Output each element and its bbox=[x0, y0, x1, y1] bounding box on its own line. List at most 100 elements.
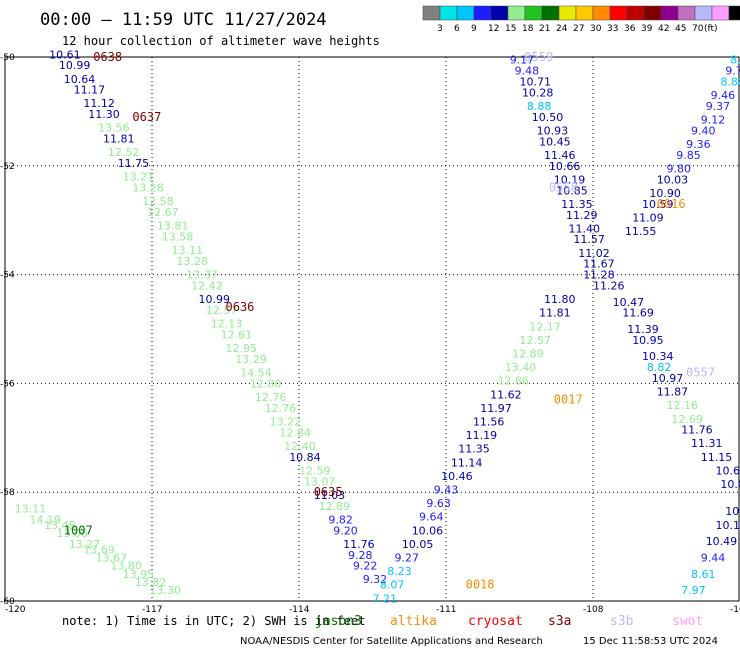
swh-point-label: 11.29 bbox=[566, 209, 598, 222]
swh-point-label: 8.88 bbox=[720, 75, 740, 88]
swh-point-label: 11.14 bbox=[451, 456, 483, 469]
swh-point-label: 13.80 bbox=[110, 560, 142, 573]
swh-point-label: 13.29 bbox=[235, 353, 266, 366]
swh-point-label: 10.95 bbox=[632, 334, 664, 347]
swh-point-label: 13.67 bbox=[96, 551, 128, 564]
swh-point-label: 13.69 bbox=[83, 543, 115, 556]
swh-point-label: 10.61 bbox=[49, 48, 81, 61]
y-tick-label: -58 bbox=[0, 488, 15, 498]
swh-point-label: 11.55 bbox=[625, 225, 657, 238]
colorbar-tick-label: 30 bbox=[590, 24, 602, 34]
swh-point-label: 11.57 bbox=[573, 233, 605, 246]
colorbar-swatch bbox=[575, 5, 594, 21]
colorbar-swatch bbox=[694, 5, 713, 21]
swh-point-label: 12.13 bbox=[211, 318, 243, 331]
swh-point-label: 10.47 bbox=[613, 296, 645, 309]
colorbar-swatch bbox=[592, 5, 611, 21]
swh-point-label: 13.28 bbox=[132, 182, 164, 195]
x-tick-label: -111 bbox=[436, 605, 456, 615]
satellite-legend-entry: s3b bbox=[610, 614, 634, 629]
swh-point-label: 13.11 bbox=[172, 244, 204, 257]
y-tick-label: -56 bbox=[0, 379, 15, 389]
swh-point-label: 9.12 bbox=[701, 114, 726, 127]
swh-point-label: 9.64 bbox=[419, 511, 444, 524]
colorbar-tick-label: 36 bbox=[624, 24, 636, 34]
generated-timestamp: 15 Dec 11:58:53 UTC 2024 bbox=[583, 636, 718, 647]
swh-point-label: 12.76 bbox=[265, 402, 297, 415]
satellite-legend: jason3 altika cryosat s3a s3b swot bbox=[315, 614, 703, 629]
swh-point-label: 11.80 bbox=[544, 293, 576, 306]
y-tick-label: -60 bbox=[0, 597, 15, 607]
swh-point-label: 10.00 bbox=[720, 478, 740, 491]
pass-time-label: 0016 bbox=[657, 197, 686, 211]
colorbar-tick-label: 33 bbox=[607, 24, 618, 34]
swh-point-label: 8.88 bbox=[730, 54, 740, 67]
swh-data-points: 10.6110.9910.6411.1711.1211.3013.5611.81… bbox=[15, 48, 740, 605]
swh-point-label: 12.67 bbox=[147, 206, 179, 219]
swh-point-label: 10.59 bbox=[642, 198, 674, 211]
swh-point-label: 11.19 bbox=[466, 429, 498, 442]
colorbar-tick-label: 45 bbox=[675, 24, 686, 34]
plot-area: -120 -117 -114 -111 -108 -105 -50 -52 -54 -56 -58 -… bbox=[0, 48, 740, 615]
swh-point-label: 11.81 bbox=[103, 133, 135, 146]
swh-point-label: 9.17 bbox=[510, 54, 535, 67]
colorbar-swatch bbox=[524, 5, 543, 21]
pass-time-label: 0635 bbox=[314, 485, 343, 499]
colorbar-tick-label: 27 bbox=[573, 24, 584, 34]
swh-point-label: 11.39 bbox=[627, 323, 659, 336]
swh-point-label: 11.26 bbox=[593, 279, 625, 292]
swh-point-label: 11.35 bbox=[561, 198, 593, 211]
swh-point-label: 9.46 bbox=[711, 89, 736, 102]
swh-point-label: 13.28 bbox=[177, 255, 209, 268]
swh-point-label: 10.34 bbox=[642, 350, 674, 363]
swh-point-label: 10.64 bbox=[64, 73, 96, 86]
swh-point-label: 14.54 bbox=[240, 367, 272, 380]
swh-point-label: 13.56 bbox=[98, 122, 130, 135]
swh-point-label: 10.05 bbox=[402, 538, 434, 551]
swh-point-label: 12.89 bbox=[512, 347, 544, 360]
swh-point-label: 8.07 bbox=[380, 579, 405, 592]
swh-point-label: 12.42 bbox=[191, 279, 223, 292]
swh-point-label: 9.22 bbox=[353, 560, 378, 573]
colorbar-tick-label: 24 bbox=[556, 24, 568, 34]
colorbar-swatch bbox=[609, 5, 628, 21]
swh-point-label: 12.95 bbox=[226, 342, 258, 355]
colorbar-swatch bbox=[677, 5, 696, 21]
swh-point-label: 13.07 bbox=[304, 475, 336, 488]
swh-point-label: 9.27 bbox=[395, 551, 420, 564]
swh-point-label: 11.02 bbox=[578, 247, 610, 260]
swh-point-label: 9.37 bbox=[706, 100, 731, 113]
colorbar-swatch bbox=[660, 5, 679, 21]
satellite-legend-entry: jason3 bbox=[315, 614, 362, 629]
swh-point-label: 12.57 bbox=[206, 304, 238, 317]
swh-point-label: 11.67 bbox=[583, 258, 615, 271]
swh-point-label: 12.80 bbox=[250, 377, 282, 390]
swh-point-label: 9.85 bbox=[676, 149, 701, 162]
swh-point-label: 8.88 bbox=[527, 100, 552, 113]
x-tick-label: -117 bbox=[142, 605, 162, 615]
swh-point-label: 14.19 bbox=[30, 513, 62, 526]
swh-point-label: 13.48 bbox=[44, 519, 75, 532]
colorbar-swatch bbox=[507, 5, 526, 21]
swh-point-label: 12.58 bbox=[142, 195, 174, 208]
swh-point-label: 7.97 bbox=[681, 584, 706, 597]
colorbar-swatch bbox=[711, 5, 730, 21]
swh-point-label: 11.76 bbox=[681, 424, 713, 437]
colorbar-swatch bbox=[728, 5, 740, 21]
swh-point-label: 10.66 bbox=[549, 160, 581, 173]
swh-point-label: 12.61 bbox=[221, 328, 253, 341]
swh-point-label: 12.76 bbox=[255, 391, 287, 404]
swh-point-label: 10.85 bbox=[556, 184, 588, 197]
swh-point-label: 10.71 bbox=[520, 75, 552, 88]
colorbar-tick-label: 6 bbox=[454, 24, 460, 34]
pass-time-label: 0638 bbox=[93, 50, 122, 64]
colorbar-swatch bbox=[439, 5, 458, 21]
colorbar-swatch bbox=[473, 5, 492, 21]
swh-point-label: 11.69 bbox=[622, 307, 654, 320]
satellite-legend-entry: altika bbox=[390, 614, 437, 629]
swh-point-label: 9.48 bbox=[515, 65, 540, 78]
swh-point-label: 13.22 bbox=[270, 415, 302, 428]
swh-point-label: 11.40 bbox=[569, 222, 601, 235]
colorbar-swatch bbox=[643, 5, 662, 21]
